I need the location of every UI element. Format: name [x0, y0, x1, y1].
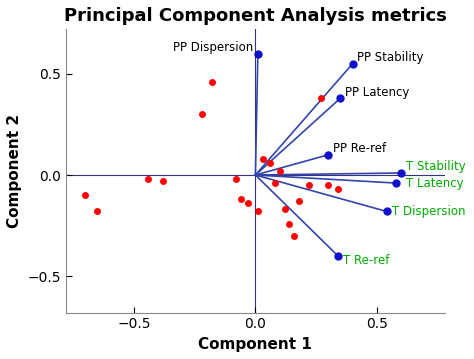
Text: T Dispersion: T Dispersion: [392, 205, 465, 218]
X-axis label: Component 1: Component 1: [199, 337, 312, 352]
Text: PP Dispersion: PP Dispersion: [173, 41, 253, 54]
Text: PP Re-ref: PP Re-ref: [333, 142, 386, 155]
Title: Principal Component Analysis metrics: Principal Component Analysis metrics: [64, 7, 447, 25]
Y-axis label: Component 2: Component 2: [7, 114, 22, 228]
Text: T Stability: T Stability: [406, 160, 466, 173]
Text: PP Stability: PP Stability: [357, 51, 424, 64]
Text: PP Latency: PP Latency: [346, 85, 410, 98]
Text: T Re-ref: T Re-ref: [343, 253, 389, 266]
Text: T Latency: T Latency: [406, 177, 464, 190]
